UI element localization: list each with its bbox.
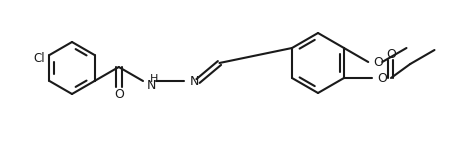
Text: O: O bbox=[372, 57, 382, 70]
Text: Cl: Cl bbox=[34, 52, 45, 65]
Text: O: O bbox=[385, 48, 395, 61]
Text: O: O bbox=[113, 87, 124, 100]
Text: N: N bbox=[190, 74, 199, 87]
Text: N: N bbox=[147, 78, 156, 91]
Text: O: O bbox=[376, 71, 386, 85]
Text: H: H bbox=[150, 74, 158, 84]
